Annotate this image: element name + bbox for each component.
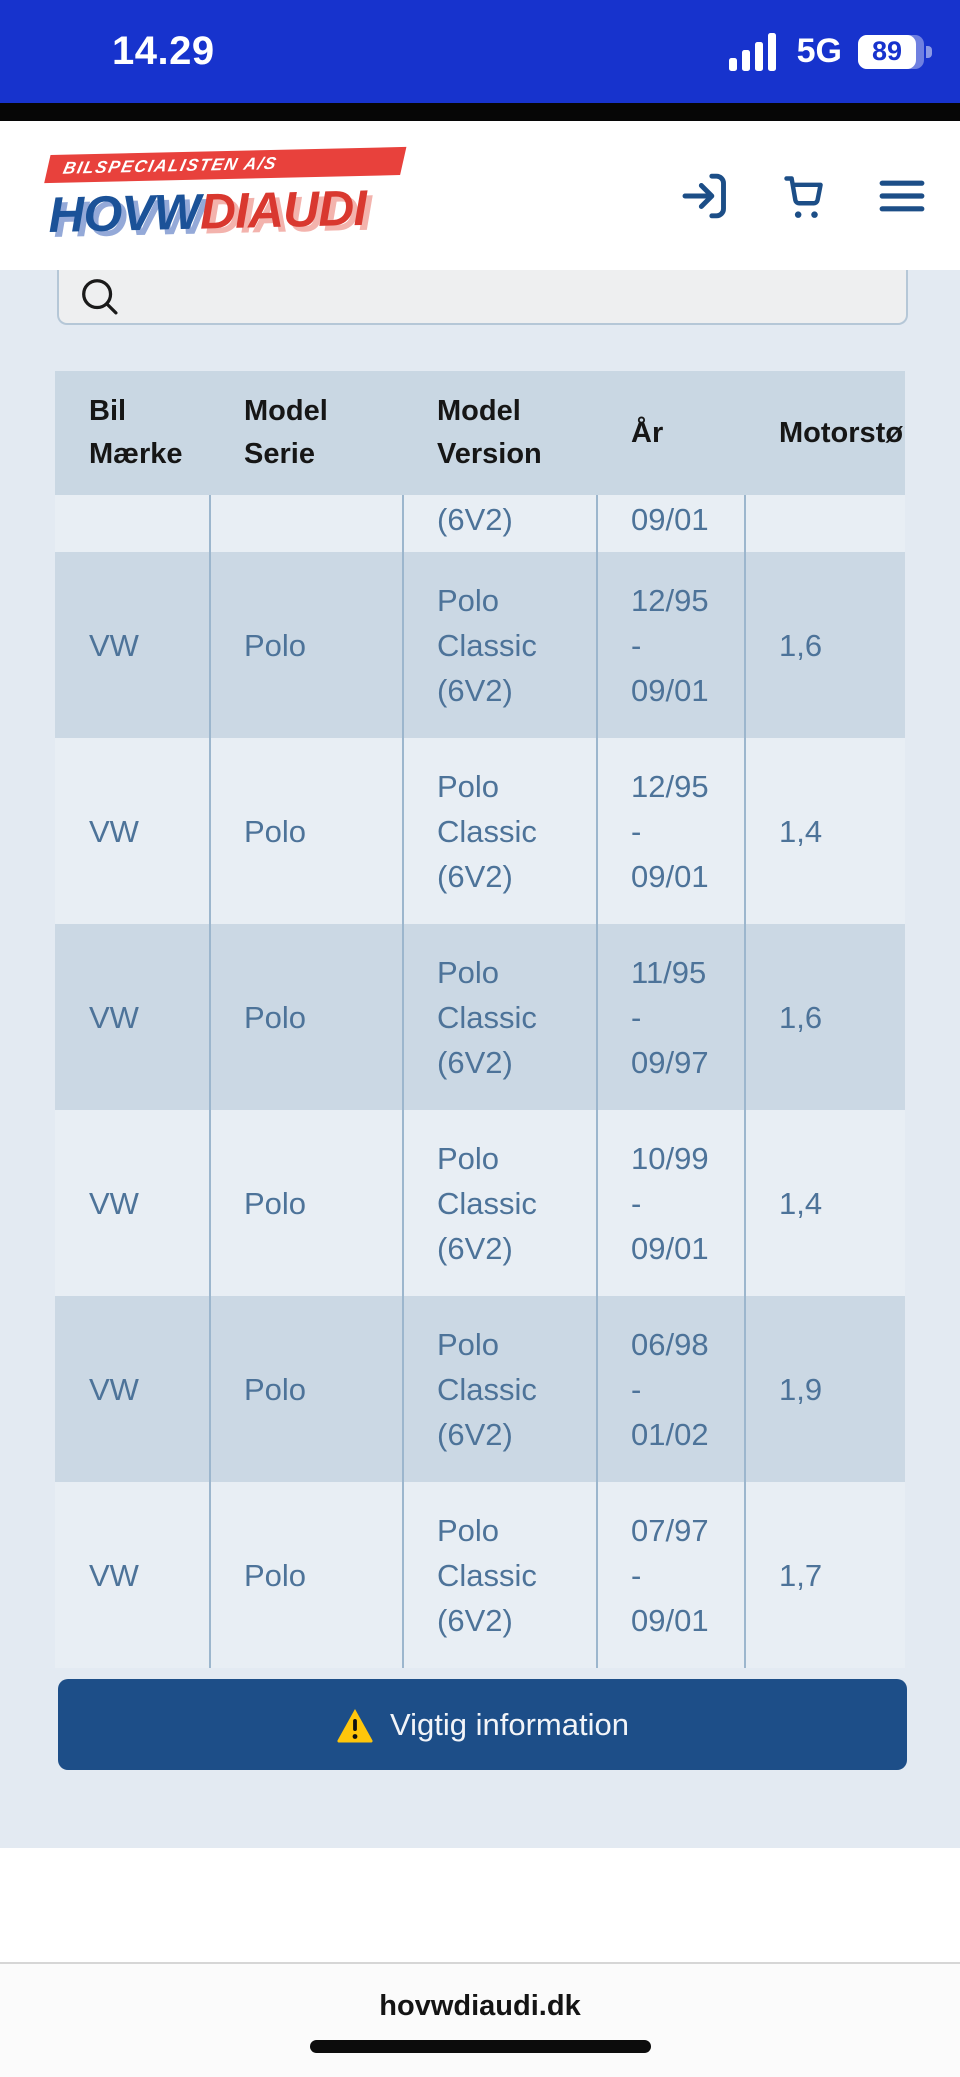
column-divider xyxy=(209,495,211,1668)
table-cell: (6V2) xyxy=(437,502,513,537)
table-row[interactable]: VW Polo Polo Classic (6V2) 07/97-09/01 1,7 xyxy=(55,1482,905,1668)
table-cell: Polo xyxy=(244,1557,307,1593)
table-cell: 12/95-09/01 xyxy=(631,582,709,708)
battery-icon: 89 xyxy=(858,34,932,69)
status-bar: 14.29 5G 89 xyxy=(0,0,960,103)
table-cell: 12/95-09/01 xyxy=(631,768,709,894)
table-cell xyxy=(745,495,905,552)
table-cell: Polo xyxy=(244,813,307,849)
important-info-label: Vigtig information xyxy=(390,1706,629,1742)
table-row[interactable]: VW Polo Polo Classic (6V2) 12/95-09/01 1,6 xyxy=(55,552,905,738)
table-cell: 1,4 xyxy=(779,813,823,849)
table-cell: VW xyxy=(89,627,139,663)
logo-wordmark: HOVWDIAUDI xyxy=(48,178,405,244)
search-input[interactable] xyxy=(123,270,887,325)
table-cell: Polo Classic (6V2) xyxy=(437,954,537,1080)
table-row[interactable]: VW Polo Polo Classic (6V2) 10/99-09/01 1,4 xyxy=(55,1110,905,1296)
site-logo[interactable]: BILSPECIALISTEN A/S HOVWDIAUDI xyxy=(44,146,407,244)
notch-strip xyxy=(0,103,960,121)
table-cell: Polo Classic (6V2) xyxy=(437,768,537,894)
column-header-3: Model Version xyxy=(437,395,542,470)
column-divider xyxy=(596,495,598,1668)
site-header: BILSPECIALISTEN A/S HOVWDIAUDI xyxy=(0,121,960,270)
vehicle-table-inner: Bil Mærke Model Serie Model Version År Motor… xyxy=(55,371,905,1668)
table-row-partial[interactable]: (6V2) 09/01 xyxy=(55,495,905,552)
battery-fill xyxy=(858,34,916,69)
table-cell xyxy=(210,495,403,552)
table-cell: 06/98-01/02 xyxy=(631,1326,709,1452)
table-header-row: Bil Mærke Model Serie Model Version År Motor… xyxy=(55,371,905,495)
table-row[interactable]: VW Polo Polo Classic (6V2) 06/98-01/02 1,9 xyxy=(55,1296,905,1482)
home-indicator[interactable] xyxy=(309,2040,651,2053)
warning-icon xyxy=(336,1707,374,1743)
address-bar-url[interactable]: hovwdiaudi.dk xyxy=(379,1990,581,2022)
column-header-1: Bil Mærke xyxy=(89,395,183,470)
table-cell: 1,6 xyxy=(779,627,823,663)
battery-cap xyxy=(926,45,932,58)
table-cell: Polo xyxy=(244,627,307,663)
header-actions xyxy=(678,168,930,224)
column-header-4: År xyxy=(631,416,664,449)
table-body: VW Polo Polo Classic (6V2) 12/95-09/01 1,6 VW… xyxy=(55,552,905,1668)
table-cell: VW xyxy=(89,1185,139,1221)
battery-percent: 89 xyxy=(871,36,903,66)
table-cell: 09/01 xyxy=(631,502,709,537)
browser-address-bar: hovwdiaudi.dk xyxy=(0,1962,960,2077)
menu-icon[interactable] xyxy=(874,168,930,224)
search-icon xyxy=(77,274,123,320)
table-cell: VW xyxy=(89,1371,139,1407)
status-time: 14.29 xyxy=(112,29,215,73)
table-cell: Polo Classic (6V2) xyxy=(437,1140,537,1266)
column-header-5: Motorstørrelse xyxy=(779,416,905,449)
table-cell: VW xyxy=(89,813,139,849)
search-box xyxy=(57,270,908,325)
network-type-label: 5G xyxy=(796,32,842,70)
table-cell: VW xyxy=(89,999,139,1035)
column-header-2: Model Serie xyxy=(244,395,328,470)
table-cell: Polo Classic (6V2) xyxy=(437,1326,537,1452)
login-icon[interactable] xyxy=(678,168,734,224)
table-cell: 1,9 xyxy=(779,1371,823,1407)
table-cell xyxy=(55,495,210,552)
table-cell: 07/97-09/01 xyxy=(631,1512,709,1638)
bottom-spacer xyxy=(0,1848,960,1962)
column-divider xyxy=(744,495,746,1668)
table-cell: Polo Classic (6V2) xyxy=(437,582,537,708)
table-cell: 1,7 xyxy=(779,1557,823,1593)
logo-banner: BILSPECIALISTEN A/S xyxy=(44,146,407,184)
important-info-button[interactable]: Vigtig information xyxy=(58,1679,907,1770)
signal-strength-icon xyxy=(728,30,781,74)
logo-text-blue: HOVW xyxy=(47,183,201,244)
table-row[interactable]: VW Polo Polo Classic (6V2) 12/95-09/01 1,4 xyxy=(55,738,905,924)
column-divider xyxy=(402,495,404,1668)
vehicle-table: Bil Mærke Model Serie Model Version År Motor… xyxy=(55,371,905,1668)
table-cell: VW xyxy=(89,1557,139,1593)
table-cell: Polo xyxy=(244,1185,307,1221)
table-cell: 10/99-09/01 xyxy=(631,1140,709,1266)
logo-text-red: DIAUDI xyxy=(199,179,367,240)
page-content: Bil Mærke Model Serie Model Version År Motor… xyxy=(0,270,960,1848)
table-cell: Polo Classic (6V2) xyxy=(437,1512,537,1638)
table-cell: 1,6 xyxy=(779,999,823,1035)
cart-icon[interactable] xyxy=(776,168,832,224)
table-cell: 1,4 xyxy=(779,1185,823,1221)
table-cell: 11/95-09/97 xyxy=(631,954,709,1080)
table-cell: Polo xyxy=(244,1371,307,1407)
table-row[interactable]: VW Polo Polo Classic (6V2) 11/95-09/97 1,6 xyxy=(55,924,905,1110)
table-cell: Polo xyxy=(244,999,307,1035)
status-right-cluster: 5G 89 xyxy=(728,30,932,74)
